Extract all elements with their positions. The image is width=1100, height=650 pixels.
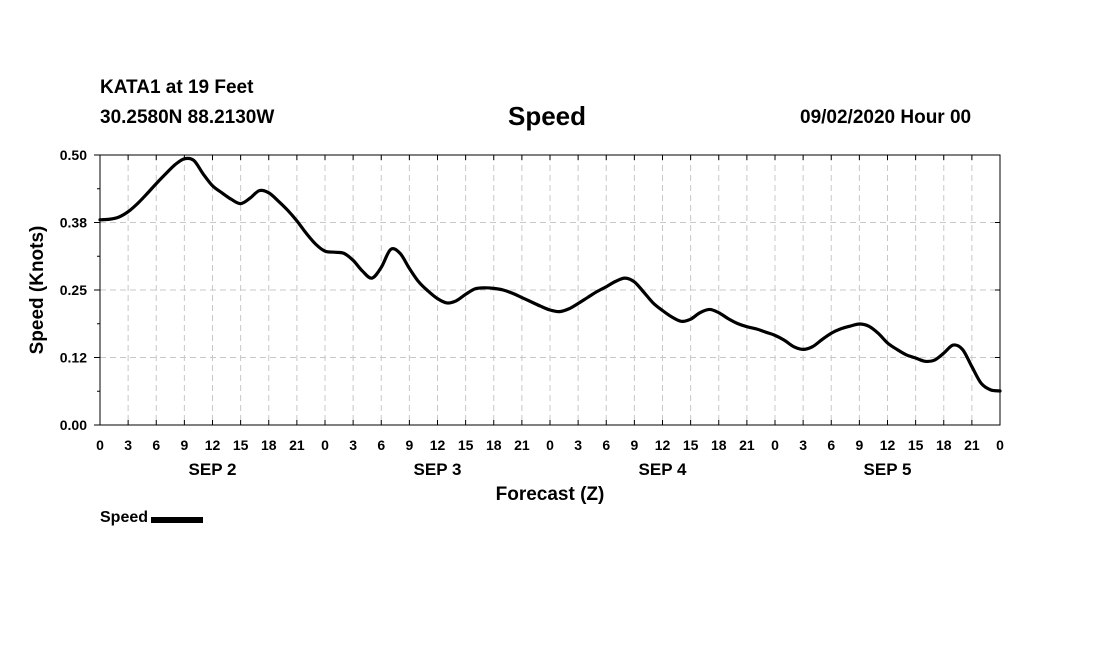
x-tick-label: 18 — [261, 437, 277, 453]
x-tick-label: 0 — [996, 437, 1004, 453]
x-tick-label: 21 — [964, 437, 980, 453]
day-label: SEP 3 — [414, 460, 462, 479]
x-tick-label: 15 — [458, 437, 474, 453]
y-tick-label: 0.00 — [60, 417, 87, 433]
x-tick-label: 9 — [630, 437, 638, 453]
x-tick-label: 0 — [96, 437, 104, 453]
x-tick-label: 6 — [827, 437, 835, 453]
chart-title: Speed — [508, 101, 587, 131]
axis-labels: 0 3 6 9 12 15 18 21 0 3 6 9 12 15 18 21 0 3 6 9 12 15 18 21 0 3 6 9… — [60, 147, 1004, 479]
x-tick-label: 9 — [405, 437, 413, 453]
x-tick-label: 3 — [349, 437, 357, 453]
day-label: SEP 5 — [864, 460, 912, 479]
x-tick-label: 18 — [936, 437, 952, 453]
x-tick-label: 21 — [289, 437, 305, 453]
x-axis-label: Forecast (Z) — [496, 484, 605, 505]
series-line-speed — [98, 156, 1002, 393]
x-tick-label: 12 — [430, 437, 446, 453]
y-tick-label: 0.50 — [60, 147, 87, 163]
x-tick-label: 15 — [908, 437, 924, 453]
x-tick-label: 3 — [799, 437, 807, 453]
x-tick-label: 18 — [486, 437, 502, 453]
x-tick-label: 0 — [771, 437, 779, 453]
x-tick-label: 9 — [855, 437, 863, 453]
x-tick-label: 15 — [683, 437, 699, 453]
station-label: KATA1 at 19 Feet — [100, 77, 254, 98]
x-tick-label: 6 — [152, 437, 160, 453]
x-tick-label: 6 — [377, 437, 385, 453]
x-tick-label: 6 — [602, 437, 610, 453]
x-tick-label: 0 — [321, 437, 329, 453]
series-layer — [98, 156, 1002, 393]
forecast-datetime: 09/02/2020 Hour 00 — [800, 107, 972, 128]
x-tick-label: 3 — [574, 437, 582, 453]
y-tick-label: 0.38 — [60, 215, 87, 231]
x-tick-label: 21 — [739, 437, 755, 453]
x-tick-label: 12 — [655, 437, 671, 453]
day-label: SEP 4 — [639, 460, 687, 479]
x-tick-label: 21 — [514, 437, 530, 453]
y-tick-label: 0.12 — [60, 350, 87, 366]
coordinates-label: 30.2580N 88.2130W — [100, 107, 275, 128]
grid-lines — [100, 155, 1000, 425]
y-axis-label: Speed (Knots) — [27, 226, 48, 355]
x-tick-label: 18 — [711, 437, 727, 453]
axis-ticks — [94, 154, 1001, 426]
day-label: SEP 2 — [189, 460, 237, 479]
plot-frame — [99, 154, 1001, 426]
legend-label: Speed — [100, 509, 149, 526]
x-tick-label: 15 — [233, 437, 249, 453]
legend: Speed — [100, 509, 204, 527]
y-tick-label: 0.25 — [60, 282, 87, 298]
x-tick-label: 9 — [180, 437, 188, 453]
x-tick-label: 12 — [880, 437, 896, 453]
x-tick-label: 3 — [124, 437, 132, 453]
x-tick-label: 0 — [546, 437, 554, 453]
x-tick-label: 12 — [205, 437, 221, 453]
legend-swatch — [151, 516, 204, 523]
